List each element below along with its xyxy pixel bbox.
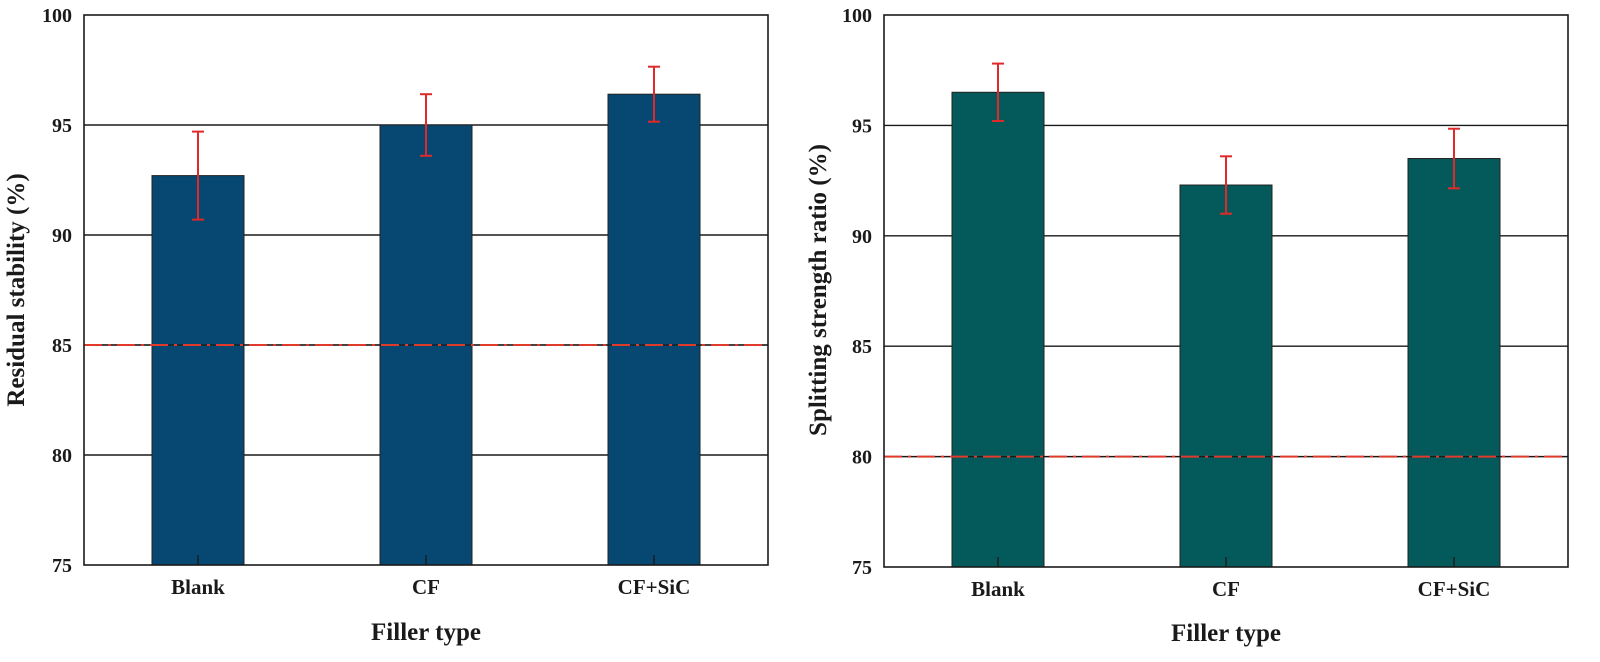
y-tick-label: 85 bbox=[852, 336, 872, 358]
x-axis-title: Filler type bbox=[371, 619, 481, 646]
x-tick-label: Blank bbox=[171, 575, 225, 599]
x-tick-label: CF+SiC bbox=[618, 575, 691, 599]
x-tick-label: CF bbox=[412, 575, 440, 599]
y-axis-title: Residual stability (%) bbox=[3, 173, 30, 406]
y-tick-label: 75 bbox=[52, 555, 72, 577]
bar bbox=[951, 91, 1045, 568]
bar bbox=[1407, 158, 1501, 568]
x-tick-label: Blank bbox=[971, 577, 1025, 601]
y-tick-label: 80 bbox=[52, 445, 72, 467]
y-tick-label: 85 bbox=[52, 335, 72, 357]
y-tick-label: 95 bbox=[52, 115, 72, 137]
x-tick-label: CF bbox=[1212, 577, 1240, 601]
x-axis-title: Filler type bbox=[1171, 620, 1281, 647]
x-tick-label: CF+SiC bbox=[1418, 577, 1491, 601]
splitting-strength-chart: 75 80 85 90 95 100 Blank CF CF+SiC Filler type Spl… bbox=[805, 5, 1569, 647]
y-tick-label: 95 bbox=[852, 115, 872, 137]
bar bbox=[1179, 184, 1273, 568]
y-tick-label: 100 bbox=[842, 5, 872, 27]
y-tick-label: 80 bbox=[852, 447, 872, 469]
y-tick-label: 100 bbox=[42, 5, 72, 27]
y-tick-label: 75 bbox=[852, 557, 872, 579]
y-tick-label: 90 bbox=[52, 225, 72, 247]
bar bbox=[607, 93, 701, 566]
residual-stability-chart: 75 80 85 90 95 100 Blank CF CF+SiC Filler type Res… bbox=[3, 5, 769, 646]
bar bbox=[151, 175, 245, 566]
y-tick-label: 90 bbox=[852, 226, 872, 248]
y-axis-title: Splitting strength ratio (%) bbox=[805, 144, 832, 436]
